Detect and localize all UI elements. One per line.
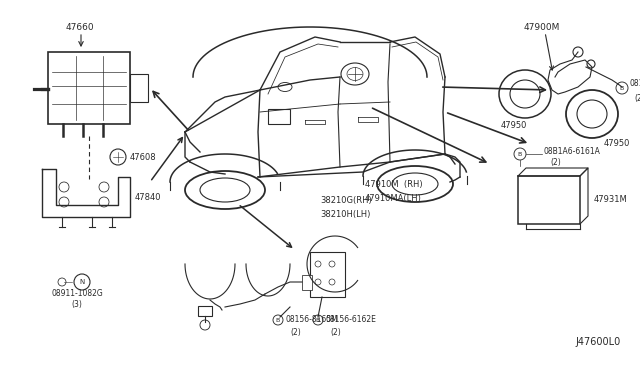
- Text: (2): (2): [550, 158, 561, 167]
- Bar: [310, 252, 345, 297]
- Text: 47660: 47660: [66, 23, 95, 32]
- Text: 47950: 47950: [501, 122, 527, 131]
- Bar: [130, 74, 148, 102]
- Text: 08156-6162E: 08156-6162E: [325, 315, 376, 324]
- Text: 38210H(LH): 38210H(LH): [320, 209, 371, 218]
- Text: 47840: 47840: [135, 192, 161, 202]
- Text: 47910M  (RH): 47910M (RH): [365, 180, 422, 189]
- Text: 08911-1082G: 08911-1082G: [51, 289, 103, 298]
- Text: (2): (2): [634, 93, 640, 103]
- Text: (3): (3): [72, 301, 83, 310]
- Bar: [302, 275, 312, 290]
- Text: 38210G(RH): 38210G(RH): [320, 196, 372, 205]
- Text: (2): (2): [290, 327, 301, 337]
- Text: B: B: [316, 317, 320, 323]
- Text: (2): (2): [330, 327, 340, 337]
- Text: 47950: 47950: [604, 140, 630, 148]
- Bar: [518, 176, 580, 224]
- Text: J47600L0: J47600L0: [575, 337, 620, 347]
- Text: 08B1A6-6161A: 08B1A6-6161A: [544, 147, 601, 155]
- Text: 47910MA(LH): 47910MA(LH): [365, 193, 422, 202]
- Text: B: B: [518, 151, 522, 157]
- Text: 47608: 47608: [130, 153, 157, 161]
- Bar: [268, 109, 290, 124]
- Text: 47900M: 47900M: [524, 22, 561, 32]
- Text: 08156-8165M: 08156-8165M: [285, 315, 338, 324]
- Bar: [198, 306, 212, 316]
- Bar: [48, 52, 130, 124]
- Text: B: B: [276, 317, 280, 323]
- Text: 08120-8162E: 08120-8162E: [630, 80, 640, 89]
- Text: 47931M: 47931M: [594, 196, 628, 205]
- Text: N: N: [79, 279, 84, 285]
- Text: B: B: [620, 86, 624, 90]
